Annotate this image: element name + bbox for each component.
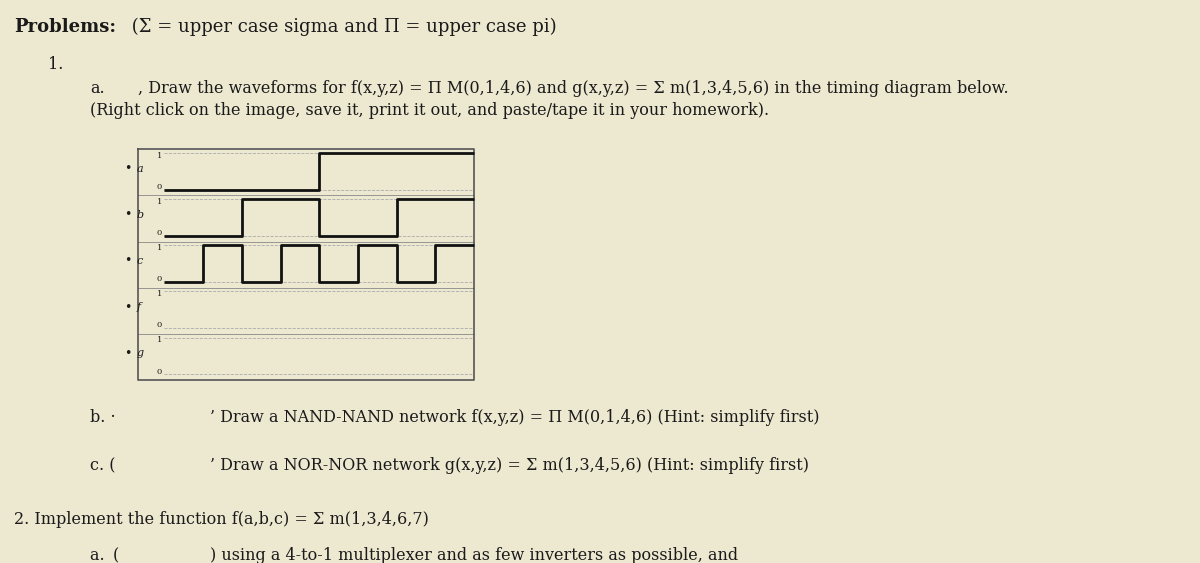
Text: b: b <box>137 209 144 220</box>
Text: 0: 0 <box>157 321 162 329</box>
Text: •: • <box>125 301 132 314</box>
Text: 1: 1 <box>157 337 162 345</box>
Text: b. ·: b. · <box>90 409 115 426</box>
Text: 1: 1 <box>157 152 162 160</box>
Text: (Σ = upper case sigma and Π = upper case pi): (Σ = upper case sigma and Π = upper case… <box>126 18 557 36</box>
Text: ’ Draw a NAND-NAND network f(x,y,z) = Π M(0,1,4,6) (Hint: simplify first): ’ Draw a NAND-NAND network f(x,y,z) = Π … <box>210 409 820 426</box>
Text: 1.: 1. <box>48 56 64 73</box>
Text: a: a <box>137 163 144 173</box>
Text: c. (: c. ( <box>90 457 115 474</box>
Text: a.: a. <box>90 80 104 97</box>
Text: 1: 1 <box>157 291 162 298</box>
Text: ) using a 4-to-1 multiplexer and as few inverters as possible, and: ) using a 4-to-1 multiplexer and as few … <box>210 547 738 563</box>
Text: f: f <box>137 302 140 312</box>
Text: •: • <box>125 347 132 360</box>
Text: 0: 0 <box>157 229 162 237</box>
Text: •: • <box>125 162 132 175</box>
Text: c: c <box>137 256 143 266</box>
Text: ’ Draw a NOR-NOR network g(x,y,z) = Σ m(1,3,4,5,6) (Hint: simplify first): ’ Draw a NOR-NOR network g(x,y,z) = Σ m(… <box>210 457 809 474</box>
Text: •: • <box>125 208 132 221</box>
Text: Problems:: Problems: <box>14 18 116 36</box>
Text: , Draw the waveforms for f(x,y,z) = Π M(0,1,4,6) and g(x,y,z) = Σ m(1,3,4,5,6) i: , Draw the waveforms for f(x,y,z) = Π M(… <box>138 80 1009 97</box>
Text: 2. Implement the function f(a,b,c) = Σ m(1,3,4,6,7): 2. Implement the function f(a,b,c) = Σ m… <box>14 511 430 528</box>
Text: 0: 0 <box>157 183 162 191</box>
Text: 0: 0 <box>157 368 162 376</box>
Text: (Right click on the image, save it, print it out, and paste/tape it in your home: (Right click on the image, save it, prin… <box>90 102 769 119</box>
Text: a.  (: a. ( <box>90 547 119 563</box>
Text: 1: 1 <box>157 244 162 252</box>
Text: g: g <box>137 348 144 358</box>
Text: 0: 0 <box>157 275 162 283</box>
Text: 1: 1 <box>157 198 162 206</box>
Text: •: • <box>125 254 132 267</box>
